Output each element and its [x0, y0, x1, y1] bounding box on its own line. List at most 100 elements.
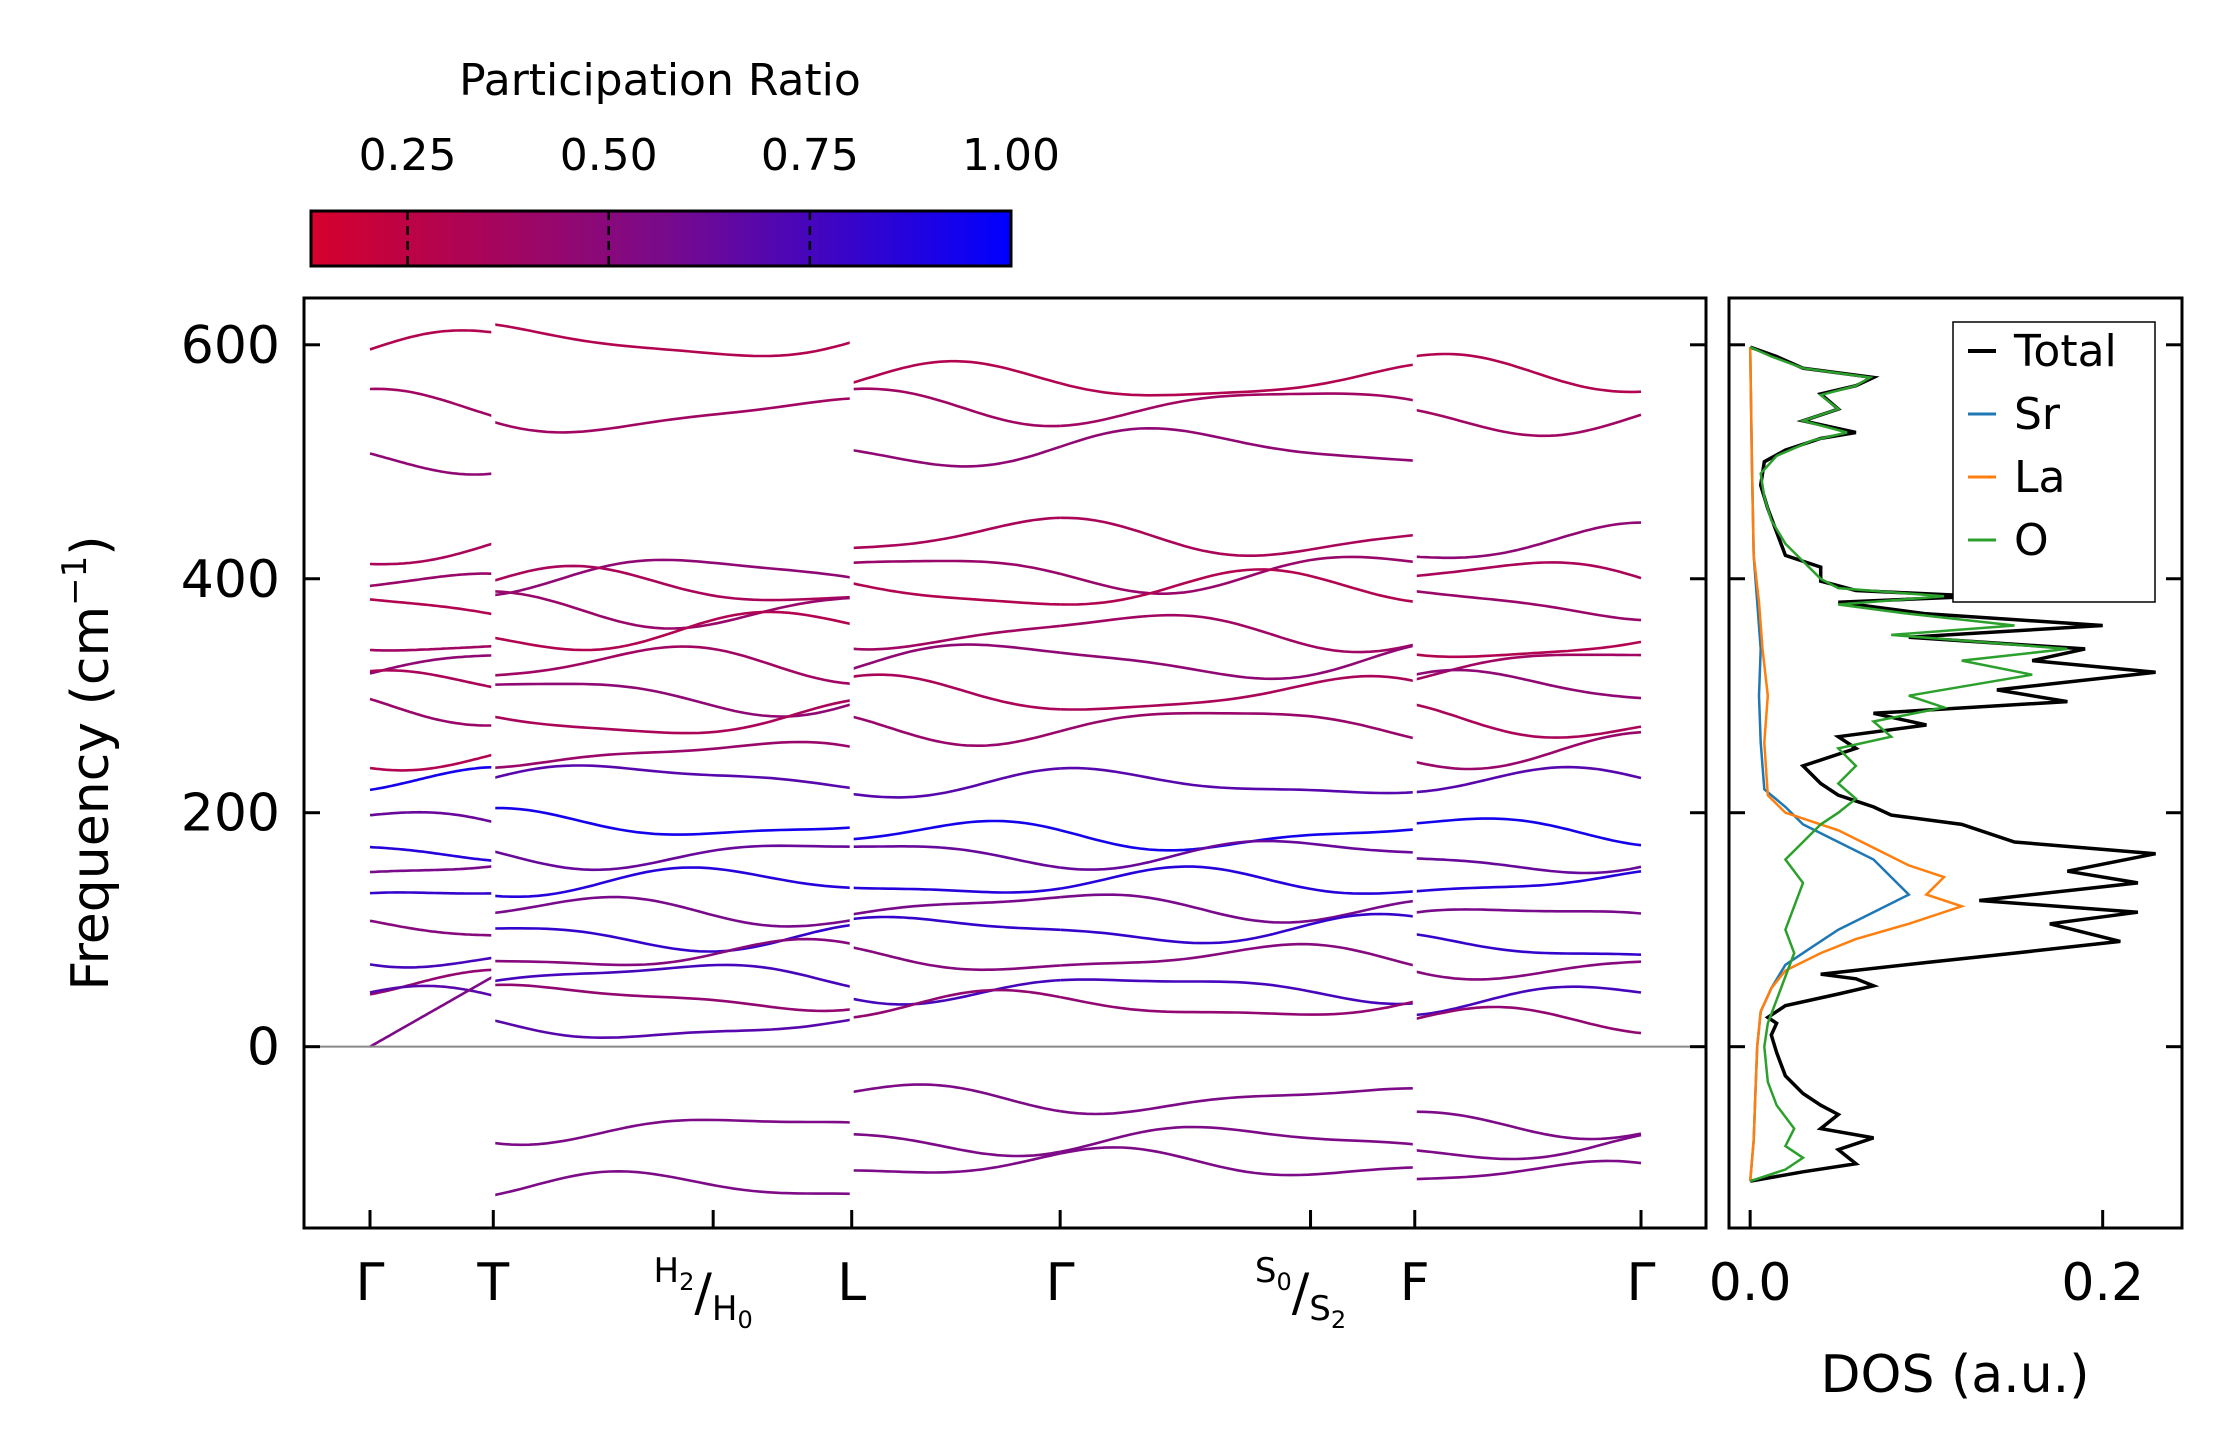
k-label: Γ — [1627, 1253, 1656, 1313]
y-tick-label: 0 — [247, 1018, 280, 1078]
band-line — [1414, 960, 1642, 981]
band-line — [851, 715, 1061, 747]
legend-label-total: Total — [2013, 326, 2117, 377]
band-axis-ticks: 0 200 400 600 Γ T H2/H0 L Γ S0/S2 F Γ — [181, 316, 1706, 1334]
legend-label-la: La — [2014, 452, 2065, 503]
band-line — [493, 558, 852, 597]
band-line — [851, 767, 1061, 799]
colorbar-tick-label: 1.00 — [962, 130, 1060, 181]
band-line — [1414, 817, 1642, 847]
band-line — [369, 845, 494, 862]
band-line — [851, 1132, 1061, 1158]
band-line — [1060, 568, 1415, 606]
band-line — [369, 753, 494, 772]
band-line — [851, 624, 1061, 651]
dos-x-tick-label: 0.0 — [1709, 1253, 1792, 1313]
colorbar-ticks: 0.25 0.50 0.75 1.00 — [359, 130, 1060, 266]
colorbar-tick-label: 0.75 — [761, 130, 859, 181]
band-line — [851, 581, 1061, 606]
band-line — [492, 564, 852, 602]
band-line — [493, 610, 852, 652]
band-line — [369, 387, 494, 418]
band-line — [369, 810, 494, 824]
band-line — [493, 682, 853, 718]
band-line — [1060, 839, 1415, 871]
band-line — [493, 590, 852, 630]
dos-frame — [1727, 296, 2184, 1230]
band-line — [369, 697, 494, 727]
band-line — [1059, 711, 1416, 740]
k-label: H2/H0 — [654, 1251, 753, 1334]
band-line — [493, 740, 852, 770]
band-line — [493, 983, 852, 1013]
band-line — [493, 323, 853, 358]
band-line — [851, 845, 1061, 869]
legend-box — [1952, 321, 2156, 603]
band-frame — [302, 296, 1708, 1230]
band-line — [1414, 561, 1642, 580]
dos-lines — [1748, 345, 2156, 1183]
band-line — [851, 886, 1061, 894]
band-line — [369, 975, 494, 1048]
band-line — [1414, 1005, 1642, 1035]
legend-label-o: O — [2014, 515, 2049, 566]
x-axis-label-dos: DOS (a.u.) — [1821, 1345, 2090, 1405]
band-line — [369, 984, 494, 997]
legend-label-sr: Sr — [2014, 389, 2061, 440]
band-line — [1060, 613, 1416, 654]
k-label: L — [837, 1253, 866, 1313]
band-line — [493, 923, 852, 953]
band-line — [493, 963, 852, 989]
k-label: Γ — [1046, 1253, 1075, 1313]
band-line — [851, 387, 1061, 428]
band-lines — [369, 298, 1642, 1228]
band-line — [369, 654, 494, 675]
band-line — [1414, 908, 1642, 915]
dos-line-sr — [1748, 347, 1911, 1182]
colorbar-title: Participation Ratio — [459, 55, 861, 106]
band-line — [1059, 363, 1416, 397]
band-line — [1414, 730, 1642, 771]
band-line — [492, 764, 852, 790]
band-line — [492, 397, 852, 434]
band-line — [1414, 521, 1642, 560]
band-line — [1060, 1087, 1415, 1116]
band-line — [1060, 392, 1416, 428]
band-line — [1059, 828, 1415, 852]
band-line — [493, 895, 852, 928]
k-label: T — [476, 1253, 509, 1313]
band-line — [851, 1152, 1061, 1174]
band-line — [493, 1169, 852, 1197]
band-line — [1414, 1133, 1642, 1161]
band-line — [369, 765, 494, 792]
colorbar-tick-label: 0.25 — [359, 130, 457, 181]
k-label: Γ — [356, 1253, 385, 1313]
y-axis-label: Frequency (cm−1) — [55, 535, 121, 990]
dos-panel: 0.0 0.2 DOS (a.u.) Total Sr La O — [1709, 296, 2184, 1405]
band-line — [1414, 589, 1642, 622]
band-line — [851, 978, 1061, 1006]
band-line — [369, 919, 494, 937]
dos-line-la — [1748, 347, 1966, 1182]
band-line — [851, 673, 1061, 711]
band-line — [851, 643, 1061, 671]
band-line — [1059, 1146, 1415, 1177]
band-line — [1414, 765, 1642, 794]
band-line — [369, 329, 494, 351]
legend: Total Sr La O — [1952, 321, 2156, 603]
band-line — [1060, 516, 1415, 557]
band-line — [1059, 865, 1415, 895]
band-line — [493, 698, 852, 735]
band-line — [369, 864, 494, 874]
band-line — [851, 988, 1061, 1019]
band-line — [492, 1018, 852, 1040]
band-line — [851, 559, 1061, 576]
band-line — [369, 598, 494, 616]
band-line — [1060, 942, 1416, 967]
k-label: F — [1400, 1253, 1430, 1313]
band-line — [851, 946, 1061, 972]
band-line — [851, 359, 1061, 385]
band-line — [492, 844, 852, 872]
colorbar: Participation Ratio 0.25 0.50 0.75 1.00 — [309, 55, 1060, 268]
